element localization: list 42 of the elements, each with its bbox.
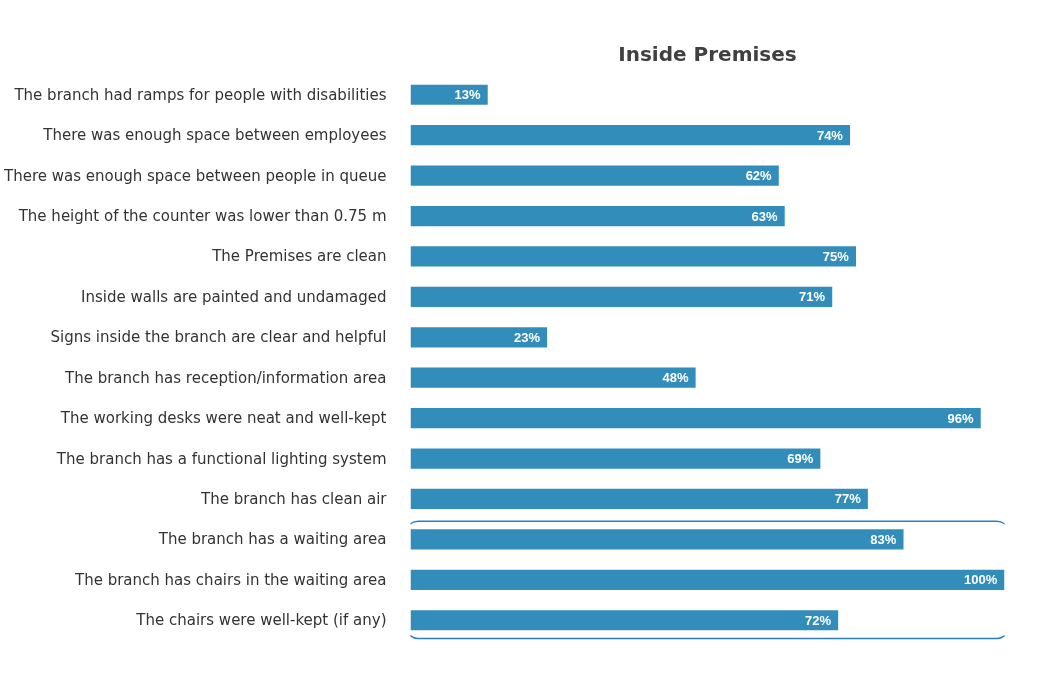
bar xyxy=(410,488,868,510)
bar xyxy=(410,529,904,550)
data-label: 71% xyxy=(799,289,826,305)
data-label: 13% xyxy=(454,87,482,103)
y-tick-label: The chairs were well-kept (if any) xyxy=(135,611,387,630)
data-label: 72% xyxy=(805,612,832,628)
data-label: 74% xyxy=(816,127,844,143)
y-tick-label: The working desks were neat and well-kept xyxy=(59,409,387,428)
bar xyxy=(410,448,821,469)
bar xyxy=(410,327,548,348)
y-tick-label: There was enough space between employees xyxy=(42,126,387,145)
chart-title: Inside Premises xyxy=(618,41,797,66)
data-label: 96% xyxy=(947,410,975,426)
data-label: 48% xyxy=(662,370,689,386)
y-tick-label: Inside walls are painted and undamaged xyxy=(81,287,387,306)
data-label: 63% xyxy=(751,208,779,224)
bar xyxy=(410,165,779,186)
data-label: 100% xyxy=(964,572,998,588)
bar xyxy=(410,408,981,429)
bar xyxy=(410,205,785,227)
data-label: 77% xyxy=(834,491,862,507)
y-tick-label: The branch has clean air xyxy=(200,489,388,508)
bar xyxy=(410,367,696,388)
bar xyxy=(410,246,856,267)
bar xyxy=(410,286,833,307)
y-tick-label: The branch has chairs in the waiting area xyxy=(74,570,387,589)
data-label: 62% xyxy=(745,168,773,184)
data-label: 69% xyxy=(787,451,814,467)
y-tick-label: The branch has a functional lighting system xyxy=(55,449,387,468)
y-tick-label: The Premises are clean xyxy=(211,247,387,266)
data-label: 23% xyxy=(513,329,541,345)
bar xyxy=(410,610,839,631)
y-tick-label: The branch had ramps for people with disabilities xyxy=(13,85,387,104)
y-tick-label: There was enough space between people in queue xyxy=(3,166,387,185)
bar xyxy=(410,125,851,146)
bar xyxy=(410,569,1005,590)
y-tick-label: Signs inside the branch are clear and helpful xyxy=(50,328,387,347)
data-label: 75% xyxy=(822,248,850,264)
y-tick-label: The height of the counter was lower than 0.75 m xyxy=(17,207,387,226)
y-tick-label: The branch has reception/information area xyxy=(64,368,387,387)
data-label: 83% xyxy=(870,531,897,547)
y-tick-label: The branch has a waiting area xyxy=(157,530,387,549)
